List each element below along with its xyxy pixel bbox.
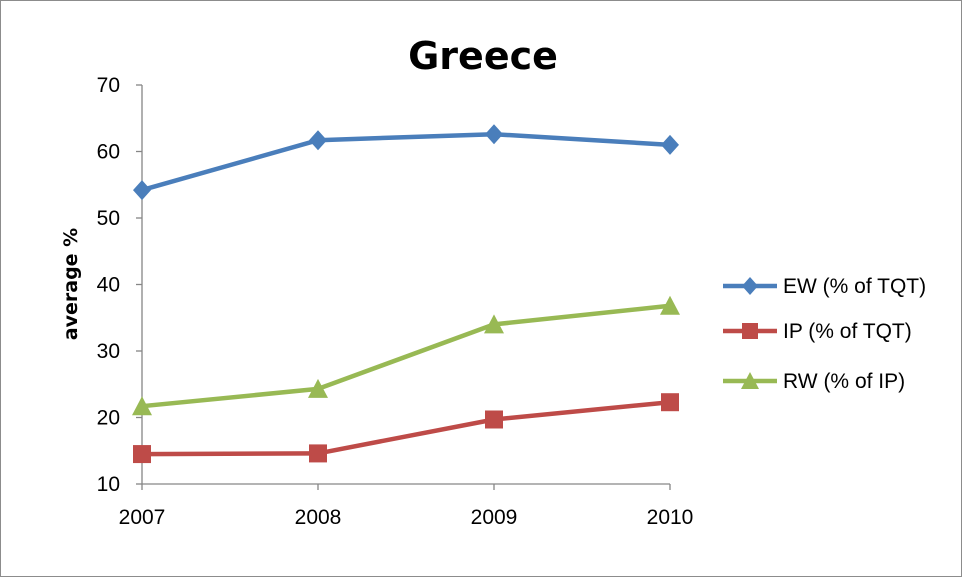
y-ticks: 10 20 30 40 50 60 70 <box>97 74 142 496</box>
y-tick-label: 40 <box>97 274 120 297</box>
data-point <box>660 295 680 315</box>
y-tick-label: 30 <box>97 340 120 363</box>
y-tick-label: 50 <box>97 207 120 230</box>
legend-label: IP (% of TQT) <box>783 320 912 343</box>
legend-swatch-marker <box>742 323 758 339</box>
y-tick-label: 60 <box>97 141 120 164</box>
legend-item: RW (% of IP) <box>723 370 905 393</box>
series-3 <box>132 295 680 416</box>
data-point <box>485 124 503 145</box>
data-point <box>485 410 503 429</box>
x-tick-label: 2008 <box>295 506 342 529</box>
series-layer <box>132 124 680 464</box>
legend-swatch-marker <box>741 372 759 389</box>
y-tick-label: 20 <box>97 407 120 430</box>
x-tick-label: 2007 <box>119 506 166 529</box>
legend-item: IP (% of TQT) <box>723 320 912 343</box>
data-point <box>661 393 679 412</box>
data-point <box>132 396 152 416</box>
x-tick-label: 2009 <box>471 506 518 529</box>
y-tick-label: 10 <box>97 473 120 496</box>
legend-label: EW (% of TQT) <box>783 275 926 298</box>
data-point <box>133 180 151 201</box>
x-ticks: 2007 2008 2009 2010 <box>119 484 694 529</box>
y-axis-label: average % <box>60 228 82 340</box>
series-2 <box>133 393 679 464</box>
legend-item: EW (% of TQT) <box>723 275 926 298</box>
series-line <box>139 303 673 409</box>
series-line <box>139 131 673 193</box>
legend-label: RW (% of IP) <box>783 370 905 393</box>
data-point <box>309 444 327 463</box>
y-tick-label: 70 <box>97 74 120 97</box>
data-point <box>309 130 327 151</box>
data-point <box>308 378 328 398</box>
legend-swatch-marker <box>742 277 758 295</box>
data-point <box>484 314 504 334</box>
x-tick-label: 2010 <box>647 506 694 529</box>
data-point <box>661 134 679 155</box>
series-1 <box>133 124 679 201</box>
chart-title: Greece <box>408 34 558 78</box>
data-point <box>133 445 151 464</box>
series-line <box>139 399 673 457</box>
legend: EW (% of TQT) IP (% of TQT) RW (% of IP) <box>723 275 926 393</box>
